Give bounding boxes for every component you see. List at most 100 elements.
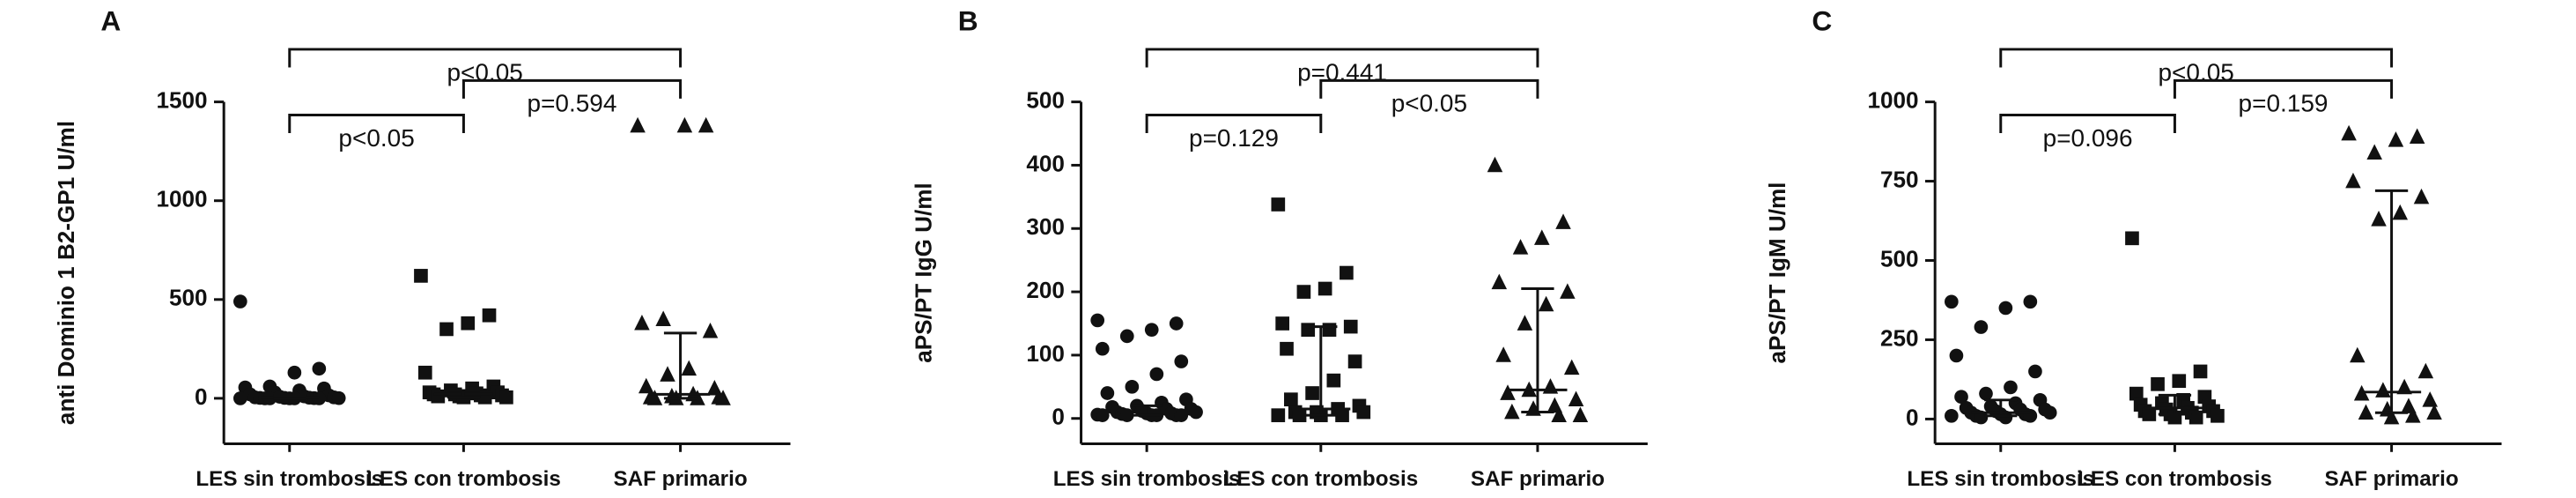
- data-point: [1189, 405, 1203, 420]
- data-point: [2409, 128, 2425, 145]
- y-tick-label: 0: [195, 383, 208, 410]
- data-point: [1275, 316, 1289, 331]
- data-point: [2353, 384, 2370, 401]
- data-point: [1555, 213, 1571, 229]
- data-point: [2193, 364, 2208, 379]
- significance-bracket: [1999, 114, 2176, 134]
- data-point: [2042, 405, 2057, 420]
- y-tick-label: 300: [1026, 213, 1065, 240]
- data-point: [2142, 407, 2157, 421]
- x-tick-label: LES sin trombosis: [196, 467, 383, 491]
- y-tick-label: 400: [1026, 150, 1065, 176]
- p-value-label: p<0.05: [338, 124, 414, 152]
- data-point: [1347, 354, 1362, 368]
- data-point: [1343, 319, 1358, 334]
- data-point: [2383, 408, 2400, 425]
- data-point: [2341, 124, 2357, 141]
- data-point: [2125, 231, 2139, 246]
- panel-label: C: [1812, 4, 1832, 36]
- data-point: [1998, 301, 2013, 316]
- data-point: [1356, 405, 1371, 420]
- data-point: [1292, 408, 1307, 422]
- data-point: [2417, 362, 2434, 379]
- data-point: [1572, 406, 1589, 422]
- data-point: [2426, 404, 2442, 420]
- data-point: [715, 390, 731, 405]
- data-point: [1095, 408, 1110, 422]
- data-point: [1517, 315, 1533, 331]
- data-point: [1090, 313, 1105, 328]
- data-point: [2371, 211, 2387, 227]
- x-tick-label: SAF primario: [2324, 467, 2458, 491]
- data-point: [1169, 316, 1184, 331]
- data-point: [690, 390, 705, 405]
- data-point: [431, 389, 446, 404]
- data-point: [1125, 379, 1140, 394]
- data-point: [2396, 378, 2412, 395]
- y-tick-label: 100: [1026, 340, 1065, 367]
- data-point: [417, 365, 432, 380]
- data-point: [461, 316, 476, 331]
- data-point: [233, 391, 247, 405]
- data-point: [1974, 320, 1989, 334]
- data-point: [2422, 391, 2438, 407]
- data-point: [2023, 408, 2038, 423]
- significance-bracket: [1999, 48, 2394, 68]
- data-point: [1296, 285, 1311, 299]
- y-tick-label: 500: [169, 285, 208, 311]
- data-point: [2345, 172, 2361, 189]
- significance-bracket: [288, 114, 465, 134]
- data-point: [1144, 323, 1159, 338]
- data-point: [1174, 408, 1189, 422]
- x-tick-label: SAF primario: [1471, 467, 1605, 491]
- y-tick-label: 500: [1026, 87, 1065, 114]
- data-point: [482, 308, 497, 323]
- data-point: [499, 390, 513, 405]
- x-tick-label: LES con trombosis: [2078, 467, 2272, 491]
- data-point: [1504, 403, 1520, 420]
- data-point: [1271, 197, 1286, 212]
- data-point: [702, 322, 719, 338]
- data-point: [2405, 407, 2421, 423]
- y-tick-label: 1000: [1867, 87, 1918, 114]
- significance-bracket: [461, 78, 683, 99]
- data-point: [2023, 294, 2038, 309]
- data-point: [2350, 346, 2366, 363]
- data-point: [287, 365, 302, 380]
- data-point: [681, 360, 698, 376]
- y-tick-label: 500: [1880, 245, 1919, 271]
- data-point: [414, 269, 428, 283]
- data-point: [312, 361, 327, 376]
- panel-label: B: [958, 4, 978, 36]
- data-point: [1542, 378, 1559, 394]
- data-point: [233, 294, 247, 308]
- y-tick-label: 0: [1052, 404, 1065, 430]
- data-point: [1271, 408, 1286, 422]
- data-point: [2028, 364, 2042, 379]
- data-point: [2004, 380, 2018, 395]
- data-point: [1534, 229, 1550, 245]
- y-tick-label: 1500: [156, 87, 207, 114]
- y-axis-label: aPS/PT IgG U/ml: [910, 182, 936, 362]
- significance-bracket: [2173, 78, 2394, 99]
- data-point: [1568, 390, 1584, 407]
- data-point: [1512, 239, 1529, 255]
- x-tick-label: SAF primario: [613, 467, 747, 491]
- y-tick-label: 750: [1880, 166, 1919, 192]
- data-point: [676, 116, 693, 133]
- data-point: [1174, 354, 1189, 368]
- data-point: [1563, 359, 1580, 375]
- data-point: [1100, 386, 1115, 400]
- p-value-label: p=0.096: [2043, 124, 2133, 152]
- data-point: [1322, 323, 1337, 338]
- p-value-label: p<0.05: [1391, 90, 1467, 117]
- x-tick-label: LES sin trombosis: [1053, 467, 1241, 491]
- data-point: [2413, 188, 2430, 204]
- data-point: [1949, 348, 1964, 363]
- data-point: [1495, 346, 1511, 362]
- p-value-label: p=0.159: [2239, 90, 2329, 117]
- significance-bracket: [1145, 114, 1323, 134]
- data-point: [1119, 329, 1134, 344]
- y-tick-label: 0: [1906, 404, 1919, 430]
